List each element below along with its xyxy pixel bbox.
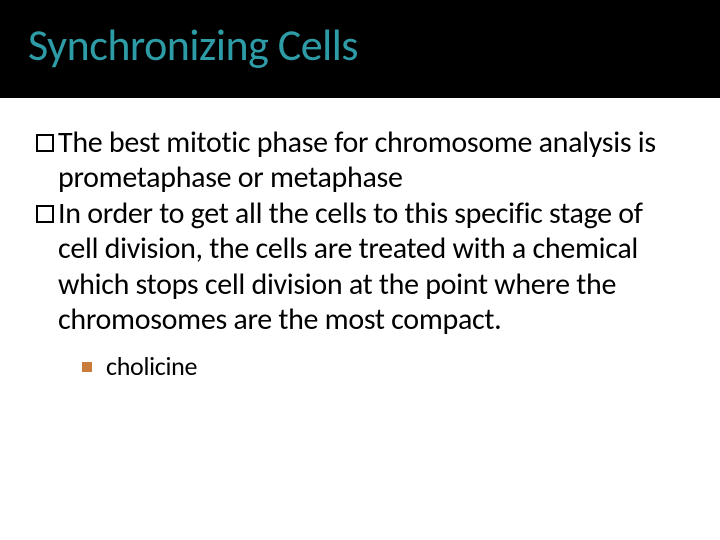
sub-bullet-list: cholicine bbox=[82, 351, 684, 382]
sub-bullet-item: cholicine bbox=[82, 351, 684, 382]
slide: Synchronizing Cells The best mitotic pha… bbox=[0, 0, 720, 540]
bullet-item: The best mitotic phase for chromosome an… bbox=[36, 125, 684, 196]
slide-body: The best mitotic phase for chromosome an… bbox=[36, 125, 684, 383]
bullet-text: The best mitotic phase for chromosome an… bbox=[58, 125, 684, 196]
square-bullet-icon bbox=[36, 134, 54, 152]
title-band: Synchronizing Cells bbox=[0, 0, 720, 98]
slide-title: Synchronizing Cells bbox=[28, 18, 720, 72]
bullet-item: In order to get all the cells to this sp… bbox=[36, 196, 684, 338]
square-bullet-icon bbox=[36, 205, 54, 223]
filled-square-bullet-icon bbox=[82, 362, 92, 372]
sub-bullet-text: cholicine bbox=[106, 351, 684, 382]
bullet-text: In order to get all the cells to this sp… bbox=[58, 196, 684, 338]
